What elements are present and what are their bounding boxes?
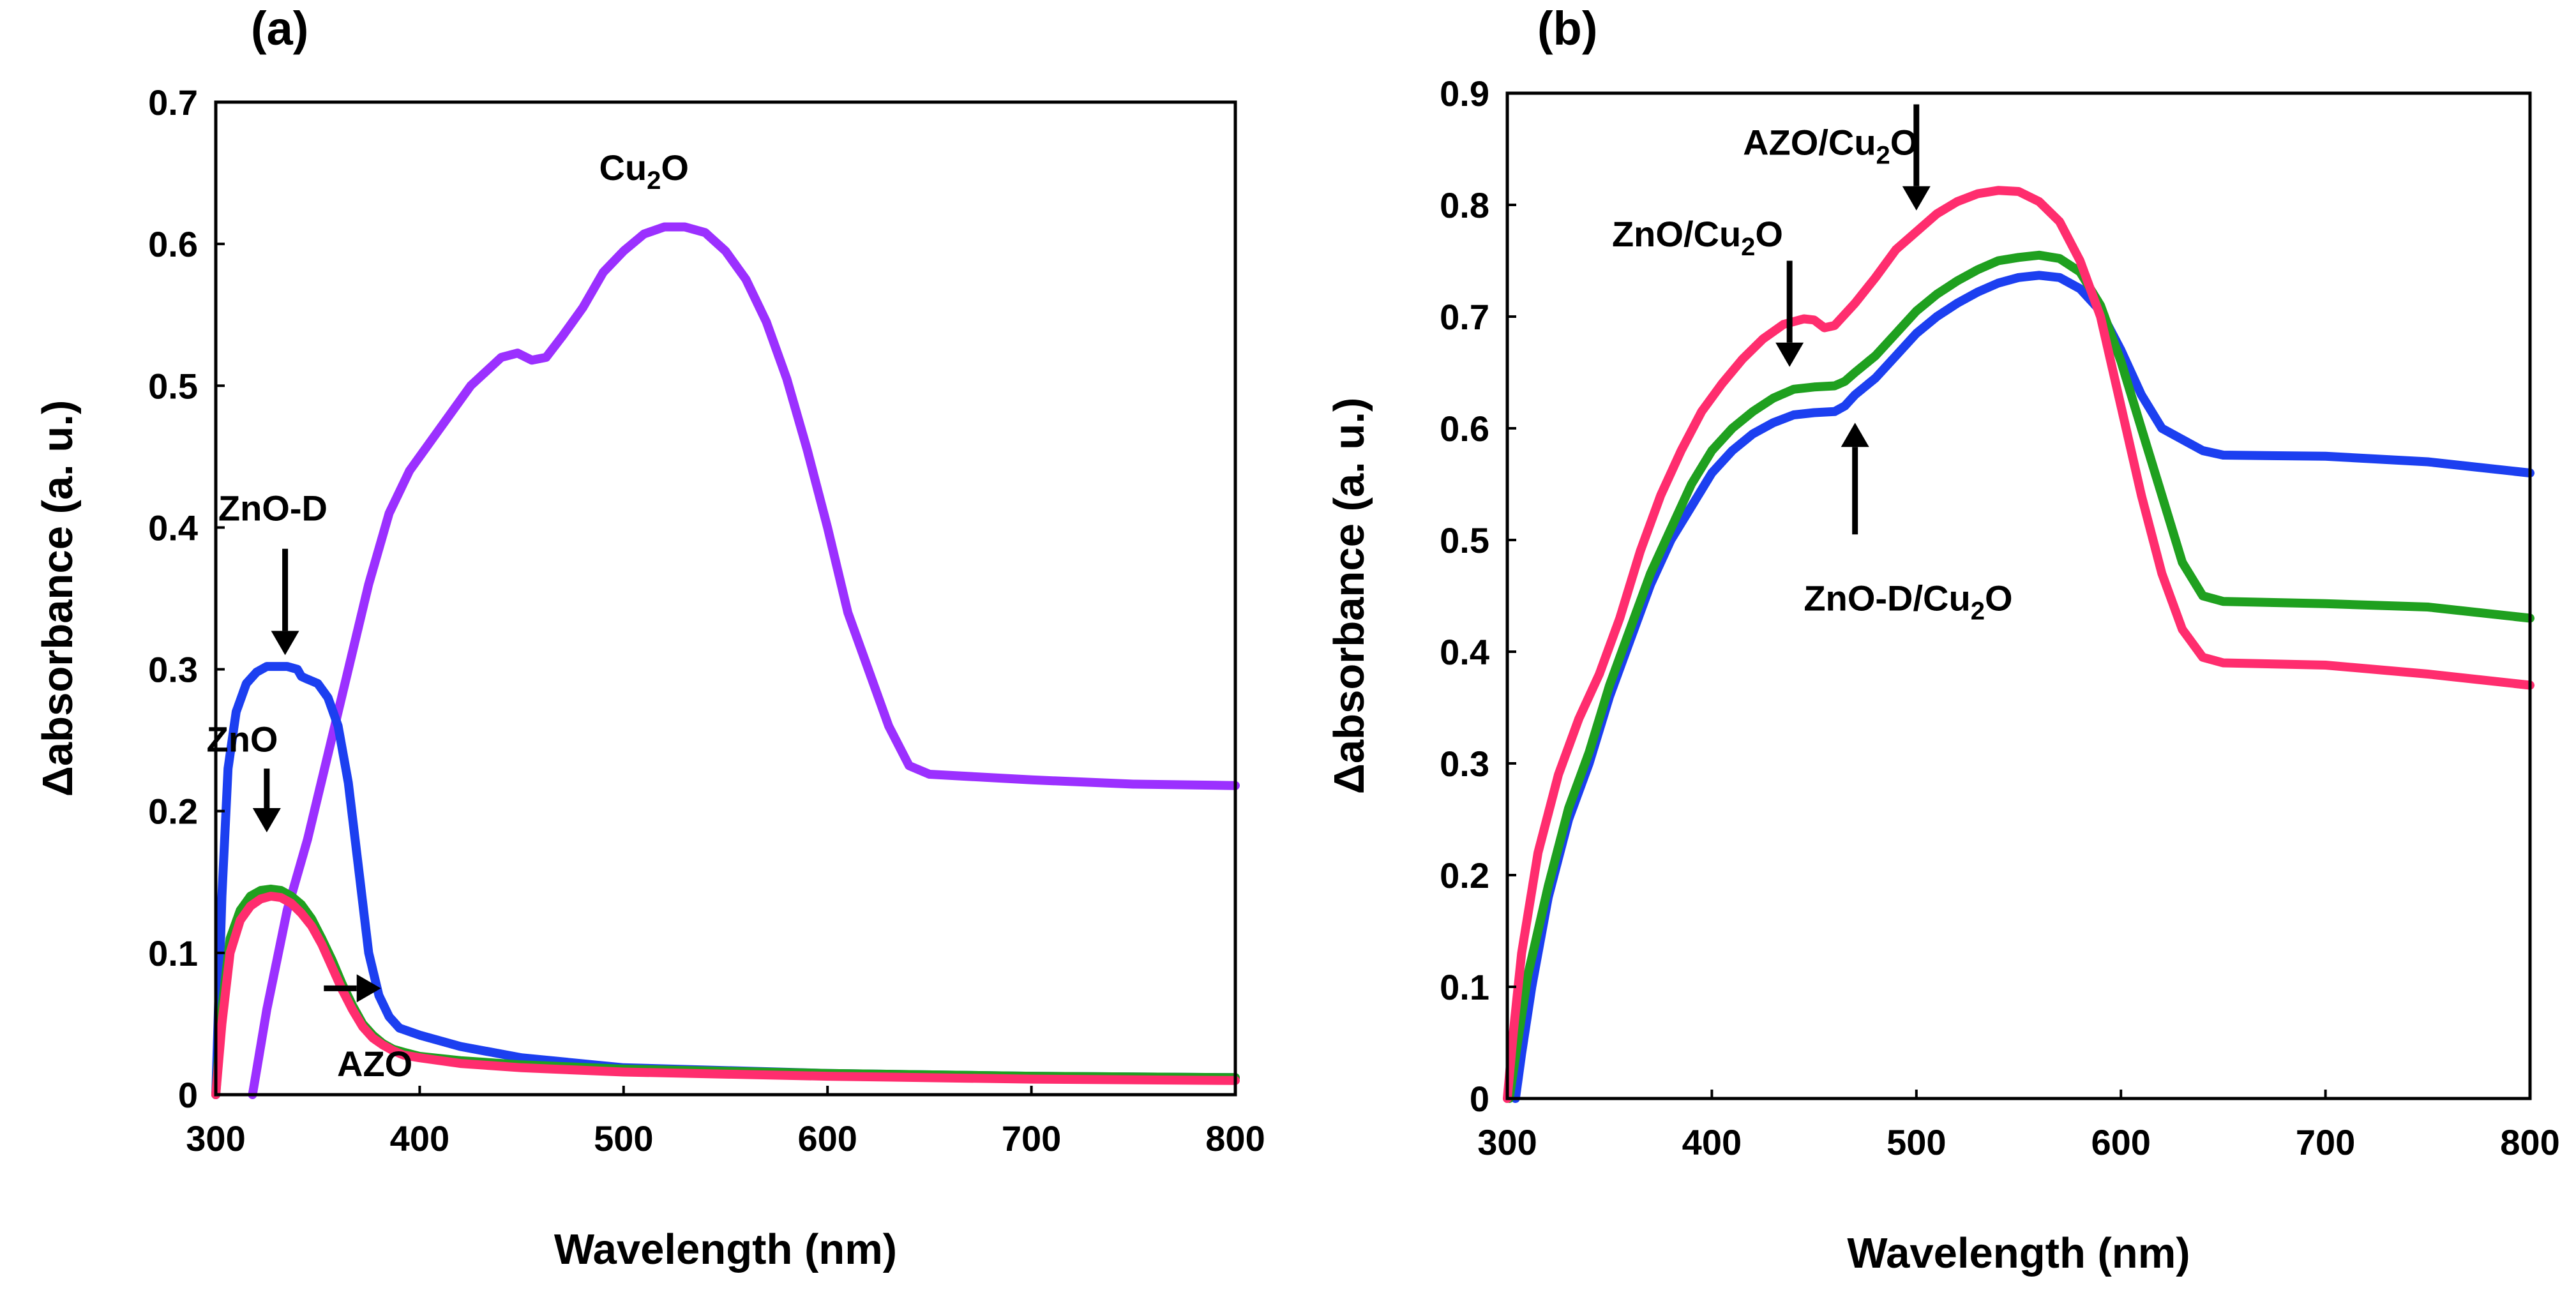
panel-a-series-group [211,222,1240,1099]
panel-b-y-tick-label: 0.4 [1440,632,1489,672]
panel-b-y-tick-label: 0.9 [1440,73,1489,114]
panel-b-series-zno-cu2o [1505,250,2535,1103]
panel-a-y-tick-label: 0 [178,1075,198,1115]
panel-a-azo-arrow [324,974,381,1003]
panel-b-plot-frame [1505,91,2532,1100]
panel-b-znod-cu2o-arrow [1841,423,1869,535]
panel-b-y-tick-label: 0.2 [1440,855,1489,896]
panel-a-y-tick-label: 0.4 [148,507,198,548]
panel-b-y-tick-label: 0.8 [1440,185,1489,225]
panel-a-y-axis-title: Δabsorbance (a. u.) [34,400,82,797]
panel-a-series-cu2o [248,222,1240,1099]
panel-b-series-zno-d-cu2o [1510,271,2535,1103]
panel-a: (a) 300 400 500 600 700 800 0 0.1 0.2 0.3 0.4 0.5 0.6… [34,2,1265,1273]
panel-b-x-tick-label: 600 [2091,1122,2150,1162]
panel-a-y-tick-label: 0.3 [148,650,198,690]
panel-a-x-tick-label: 600 [797,1118,857,1159]
panel-a-y-tick-label: 0.2 [148,791,198,832]
panel-b-annotation-zno-cu2o: ZnO/Cu2O [1612,214,1783,261]
panel-b-y-tick-label: 0.1 [1440,967,1489,1007]
panel-b-y-tick-label: 0.7 [1440,297,1489,337]
panel-a-x-tick-label: 700 [1002,1118,1061,1159]
panel-b-x-tick-label: 400 [1682,1122,1742,1162]
panel-a-label: (a) [251,2,308,55]
panel-a-annotation-azo: AZO [337,1044,412,1084]
panel-a-y-tick-label: 0.7 [148,82,198,123]
panel-a-zno-arrow [252,769,281,833]
panel-b-y-tick-label: 0.5 [1440,520,1489,560]
panel-a-znod-arrow [271,548,299,656]
panel-b-azo-cu2o-arrow [1902,104,1931,211]
panel-a-x-tick-label: 800 [1205,1118,1265,1159]
panel-a-y-tick-label: 0.1 [148,933,198,973]
panel-a-y-tick-label: 0.5 [148,366,198,406]
panel-b-x-tick-label: 300 [1477,1122,1537,1162]
panel-b-x-tick-label: 700 [2296,1122,2355,1162]
panel-a-series-zno-d [211,662,1240,1099]
panel-b-x-tick-label: 800 [2500,1122,2559,1162]
panel-b-annotation-azo-cu2o: AZO/Cu2O [1743,122,1918,169]
panel-a-annotation-cu2o: Cu2O [599,147,689,195]
panel-b-y-tick-label: 0 [1470,1079,1489,1119]
panel-b-x-tick-label: 500 [1887,1122,1946,1162]
panel-a-annotation-znod: ZnO-D [218,488,328,528]
panel-a-y-tick-label: 0.6 [148,224,198,264]
panel-a-annotation-zno: ZnO [207,719,278,759]
panel-b-y-tick-label: 0.3 [1440,744,1489,784]
panel-a-x-tick-label: 400 [390,1118,449,1159]
panel-b-y-tick-label: 0.6 [1440,409,1489,449]
panel-b: (b) 300 400 500 600 700 800 0 0.1 0.2 0.3 0.4 0.5 0.6… [1325,2,2560,1277]
panel-b-annotation-znod-cu2o: ZnO-D/Cu2O [1804,578,2012,625]
panel-b-label: (b) [1537,2,1598,55]
panel-b-y-axis-title: Δabsorbance (a. u.) [1325,398,1373,795]
panel-a-x-tick-label: 500 [594,1118,653,1159]
panel-a-x-tick-label: 300 [186,1118,245,1159]
panel-b-series-group [1503,186,2535,1103]
panel-b-zno-cu2o-arrow [1775,260,1804,367]
panel-b-series-azo-cu2o [1503,186,2535,1103]
panel-a-plot-frame [214,100,1237,1097]
panel-b-x-axis-title: Wavelength (nm) [1847,1229,2190,1277]
panel-a-x-axis-title: Wavelength (nm) [554,1226,897,1273]
